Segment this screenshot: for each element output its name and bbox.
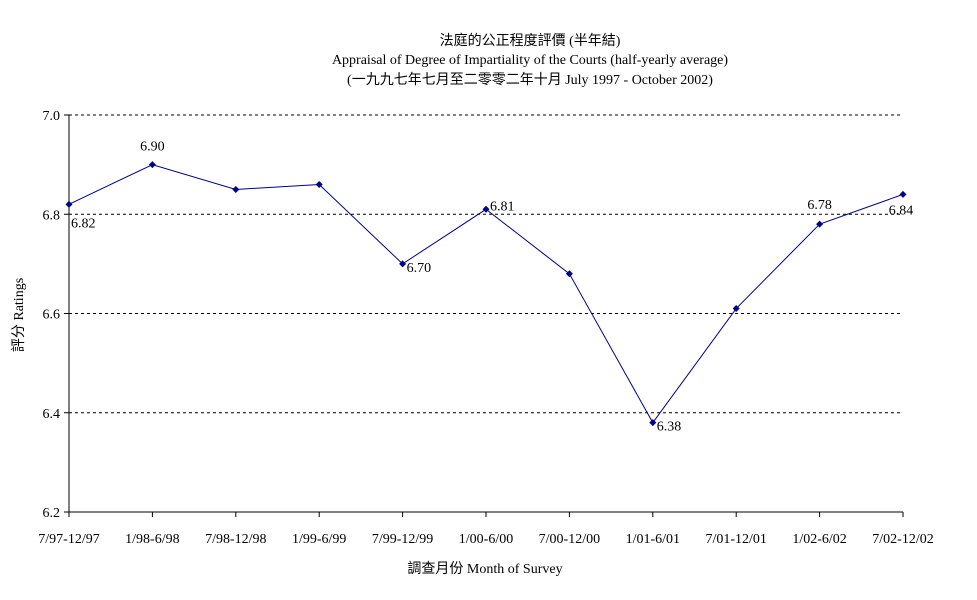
gridlines — [69, 114, 903, 414]
data-point-marker — [482, 205, 490, 213]
axes — [64, 114, 904, 517]
data-label: 6.38 — [657, 420, 682, 435]
data-label: 6.81 — [490, 199, 515, 214]
data-point-marker — [65, 200, 73, 208]
data-label: 6.84 — [889, 203, 914, 218]
data-label: 6.82 — [71, 216, 96, 231]
data-label: 6.90 — [140, 140, 165, 155]
x-tick-label: 1/00-6/00 — [459, 532, 513, 547]
data-point-marker — [732, 305, 740, 313]
data-point-marker — [232, 185, 240, 193]
x-tick-label: 1/98-6/98 — [125, 532, 179, 547]
x-tick-label: 7/99-12/99 — [372, 532, 433, 547]
series-line — [68, 164, 904, 424]
x-tick-label: 7/00-12/00 — [539, 532, 600, 547]
x-tick-label: 7/98-12/98 — [205, 532, 266, 547]
data-point-marker — [315, 180, 323, 188]
y-tick-labels: 7.0 6.8 6.6 6.4 6.2 — [43, 109, 61, 521]
chart-subtitle: Appraisal of Degree of Impartiality of t… — [332, 53, 728, 68]
y-tick-label: 7.0 — [43, 109, 61, 124]
y-tick-label: 6.6 — [43, 308, 61, 323]
y-tick-label: 6.8 — [43, 208, 61, 223]
x-axis-title: 調查月份 Month of Survey — [407, 561, 562, 577]
data-labels: 6.82 6.90 6.70 6.81 6.38 6.78 6.84 — [71, 140, 913, 435]
chart-title: 法庭的公正程度評價 (半年結) — [440, 32, 621, 49]
data-point-marker — [899, 190, 907, 198]
chart-period: (一九九七年七月至二零零二年十月 July 1997 - October 200… — [347, 72, 713, 88]
data-point-marker — [148, 161, 156, 169]
y-tick-label: 6.2 — [43, 506, 61, 521]
x-tick-label: 1/01-6/01 — [626, 532, 680, 547]
x-tick-labels: 7/97-12/97 1/98-6/98 7/98-12/98 1/99-6/99 7/… — [38, 532, 933, 547]
data-label: 6.78 — [807, 198, 832, 213]
x-tick-label: 7/02-12/02 — [872, 532, 933, 547]
x-tick-label: 1/99-6/99 — [292, 532, 346, 547]
data-point-marker — [565, 270, 573, 278]
data-point-marker — [816, 220, 824, 228]
y-tick-label: 6.4 — [43, 407, 61, 422]
y-axis-title: 評分 Ratings — [11, 278, 27, 352]
x-tick-label: 7/97-12/97 — [38, 532, 99, 547]
x-tick-label: 7/01-12/01 — [705, 532, 766, 547]
data-label: 6.70 — [407, 261, 432, 276]
series-ratings — [65, 161, 907, 427]
x-tick-label: 1/02-6/02 — [792, 532, 846, 547]
data-point-marker — [649, 419, 657, 427]
data-point-marker — [399, 260, 407, 268]
